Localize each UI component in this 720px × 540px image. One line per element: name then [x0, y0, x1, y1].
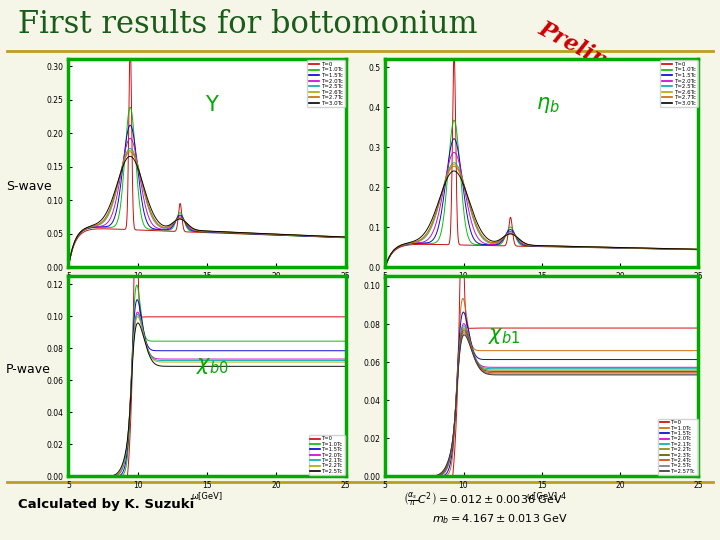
- Text: Calculated by K. Suzuki: Calculated by K. Suzuki: [18, 498, 194, 511]
- Text: $\left(\frac{\alpha_s}{\pi}C^2\right) = 0.012 \pm 0.0036\ \mathrm{GeV}^4$: $\left(\frac{\alpha_s}{\pi}C^2\right) = …: [403, 490, 567, 509]
- Legend: T=0, T=1.0Tc, T=1.5Tc, T=2.0Tc, T=2.1Tc, T=2.2Tc, T=2.5Tc: T=0, T=1.0Tc, T=1.5Tc, T=2.0Tc, T=2.1Tc,…: [309, 435, 345, 476]
- X-axis label: ω[GeV]: ω[GeV]: [526, 282, 557, 292]
- Text: First results for bottomonium: First results for bottomonium: [18, 9, 477, 40]
- Text: Preliminary: Preliminary: [535, 18, 675, 106]
- Legend: T=0, T=1.0Tc, T=1.5Tc, T=2.0Tc, T=2.5Tc, T=2.6Tc, T=2.7Tc, T=3.0Tc: T=0, T=1.0Tc, T=1.5Tc, T=2.0Tc, T=2.5Tc,…: [307, 60, 345, 107]
- Text: $\chi_{b1}$: $\chi_{b1}$: [488, 326, 521, 347]
- Legend: T=0, T=1.0Tc, T=1.5Tc, T=2.0Tc, T=2.5Tc, T=2.6Tc, T=2.7Tc, T=3.0Tc: T=0, T=1.0Tc, T=1.5Tc, T=2.0Tc, T=2.5Tc,…: [660, 60, 698, 107]
- Legend: T=0, T=1.0Tc, T=1.5Tc, T=2.0Tc, T=2.1Tc, T=2.2Tc, T=2.3Tc, T=2.4Tc, T=2.5Tc, T=2: T=0, T=1.0Tc, T=1.5Tc, T=2.0Tc, T=2.1Tc,…: [658, 418, 698, 476]
- Text: $\chi_{b0}$: $\chi_{b0}$: [196, 356, 229, 376]
- X-axis label: ω[GeV]: ω[GeV]: [192, 491, 222, 501]
- Text: S-wave: S-wave: [6, 180, 51, 193]
- X-axis label: ω[GeV]: ω[GeV]: [192, 282, 222, 292]
- Text: P-wave: P-wave: [6, 363, 50, 376]
- Text: $\Upsilon$: $\Upsilon$: [205, 95, 220, 115]
- Text: $m_b = 4.167 \pm 0.013\ \mathrm{GeV}$: $m_b = 4.167 \pm 0.013\ \mathrm{GeV}$: [432, 512, 567, 526]
- X-axis label: ω[GeV]: ω[GeV]: [526, 491, 557, 501]
- Text: $\eta_b$: $\eta_b$: [536, 95, 560, 115]
